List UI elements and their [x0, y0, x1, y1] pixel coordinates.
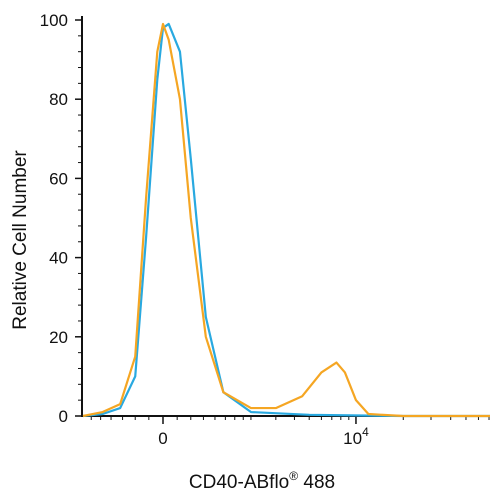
y-tick-label: 60 — [49, 169, 68, 188]
series-line-1 — [82, 22, 490, 418]
y-tick-label: 80 — [49, 90, 68, 109]
y-axis-title: Relative Cell Number — [10, 150, 31, 330]
axes — [75, 16, 490, 424]
x-axis-title-mark: ® — [289, 469, 298, 483]
y-tick-label: 40 — [49, 249, 68, 268]
y-tick-label: 20 — [49, 328, 68, 347]
series-line-2 — [82, 22, 490, 418]
y-tick-label: 100 — [40, 11, 68, 30]
x-tick-label: 0 — [158, 429, 167, 448]
x-axis-title: CD40-ABflo® 488 — [189, 469, 335, 493]
y-tick-label: 0 — [59, 407, 68, 426]
tick-labels: 0204060801000104105106107 — [40, 11, 369, 448]
series-layer — [82, 22, 490, 418]
x-tick-label: 104 — [343, 425, 369, 448]
